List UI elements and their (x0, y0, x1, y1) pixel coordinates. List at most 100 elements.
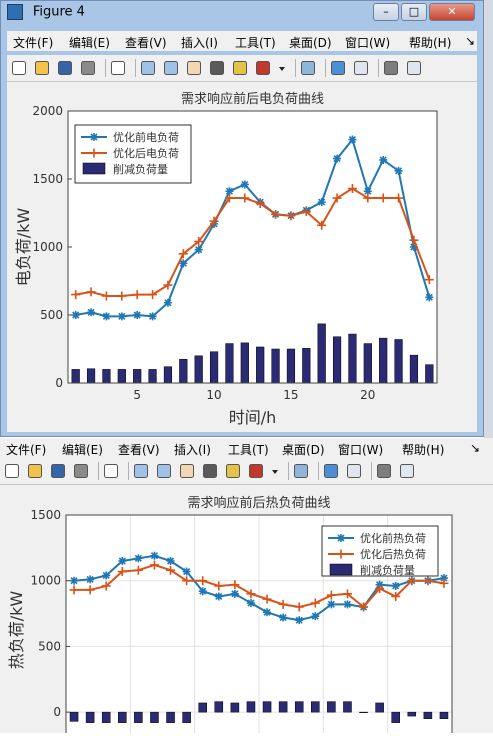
legend-icon[interactable] (353, 60, 369, 76)
bar-20 (363, 343, 372, 384)
menu-item-2[interactable]: 查看(V) (118, 443, 160, 457)
y-tick-label: 1500 (32, 172, 63, 186)
maximize-button[interactable]: □ (401, 3, 427, 21)
series-0-point-17 (317, 198, 326, 207)
dropdown-arrow-icon[interactable] (271, 463, 279, 479)
bar-3 (102, 369, 111, 384)
series-0-point-21 (391, 581, 400, 590)
bar-14 (271, 348, 280, 384)
open-folder-icon[interactable] (27, 463, 43, 479)
series-0-point-8 (179, 259, 188, 268)
zoom-in-icon[interactable] (133, 463, 149, 479)
toolbar-separator (371, 462, 372, 480)
menu-bar: 文件(F) 编辑(E) 查看(V) 插入(I) 工具(T) 桌面(D) 窗口(W) 帮助(H)… (7, 31, 477, 51)
pointer-icon[interactable] (110, 60, 126, 76)
series-1-point-14 (271, 209, 281, 219)
new-file-icon[interactable] (11, 60, 27, 76)
menu-item-1[interactable]: 编辑(E) (62, 443, 103, 457)
menu-item-3[interactable]: 插入(I) (174, 443, 211, 457)
x-tick-label: 20 (360, 388, 375, 402)
zoom-in-icon[interactable] (140, 60, 156, 76)
dropdown-arrow-icon[interactable] (278, 60, 286, 76)
menu-item-0[interactable]: 文件(F) (13, 36, 54, 50)
menu-item-0[interactable]: 文件(F) (6, 443, 47, 457)
legend-icon[interactable] (346, 463, 362, 479)
print-icon[interactable] (80, 60, 96, 76)
series-1-point-19 (347, 184, 357, 194)
legend-marker-0 (90, 133, 98, 141)
colorbar-icon[interactable] (323, 463, 339, 479)
bar-14 (278, 701, 288, 713)
brush-icon[interactable] (255, 60, 271, 76)
y-tick-label: 500 (40, 308, 63, 322)
menu-item-6[interactable]: 窗口(W) (345, 36, 391, 50)
menu-item-2[interactable]: 查看(V) (125, 36, 167, 50)
show-plot-tools-icon[interactable] (406, 60, 422, 76)
save-icon[interactable] (50, 463, 66, 479)
menu-item-3[interactable]: 插入(I) (181, 36, 218, 50)
minimize-button[interactable]: – (373, 3, 399, 21)
zoom-out-icon[interactable] (163, 60, 179, 76)
menu-item-5[interactable]: 桌面(D) (289, 36, 332, 50)
close-button[interactable]: ✕ (429, 3, 475, 21)
pointer-icon[interactable] (103, 463, 119, 479)
brush-icon[interactable] (248, 463, 264, 479)
series-0-point-8 (182, 567, 191, 576)
figure-window-top: Figure 4 – □ ✕ 文件(F) 编辑(E) 查看(V) 插入(I) 工具(T)… (0, 0, 484, 437)
series-1-point-9 (194, 237, 204, 247)
open-folder-icon[interactable] (34, 60, 50, 76)
legend-label-2: 削减负荷量 (113, 162, 168, 176)
toolbar-separator (318, 462, 319, 480)
show-plot-tools-icon[interactable] (399, 463, 415, 479)
pan-hand-icon[interactable] (186, 60, 202, 76)
menu-item-7[interactable]: 帮助(H) (409, 36, 452, 50)
save-icon[interactable] (57, 60, 73, 76)
menu-item-4[interactable]: 工具(T) (228, 443, 269, 457)
figure-toolbar-2 (0, 458, 493, 485)
series-1-point-23 (409, 235, 419, 245)
rotate-3d-icon[interactable] (209, 60, 225, 76)
pan-hand-icon[interactable] (179, 463, 195, 479)
menu-item-5[interactable]: 桌面(D) (282, 443, 325, 457)
window-title-bar[interactable]: Figure 4 (7, 4, 477, 24)
menu-item-7[interactable]: 帮助(H) (402, 443, 445, 457)
new-file-icon[interactable] (4, 463, 20, 479)
series-0-point-1 (70, 576, 79, 585)
menu-item-4[interactable]: 工具(T) (235, 36, 276, 50)
hide-plot-tools-icon[interactable] (383, 60, 399, 76)
colorbar-icon[interactable] (330, 60, 346, 76)
link-plot-icon[interactable] (300, 60, 316, 76)
hide-plot-tools-icon[interactable] (376, 463, 392, 479)
series-1-point-23 (423, 576, 433, 586)
bar-8 (182, 711, 191, 723)
series-1-point-18 (332, 193, 342, 203)
series-0-point-6 (150, 551, 159, 560)
series-1-point-9 (198, 576, 208, 586)
y-axis-label: 电负荷/kW (14, 208, 33, 287)
series-1-point-5 (133, 565, 143, 575)
menu-item-6[interactable]: 窗口(W) (338, 443, 384, 457)
bar-6 (148, 369, 157, 384)
bar-13 (262, 701, 272, 713)
data-cursor-icon[interactable] (225, 463, 241, 479)
series-0-point-15 (295, 616, 304, 625)
legend-label-1: 优化后热负荷 (360, 547, 426, 561)
rotate-3d-icon[interactable] (202, 463, 218, 479)
bar-22 (407, 711, 417, 717)
link-plot-icon[interactable] (293, 463, 309, 479)
bar-4 (117, 369, 126, 384)
menu-overflow-icon[interactable]: ↘ (465, 34, 476, 48)
menu-overflow-icon[interactable]: ↘ (470, 441, 481, 455)
series-1-point-8 (182, 576, 192, 586)
legend-label-2: 削减负荷量 (360, 563, 415, 577)
series-0-point-21 (379, 155, 388, 164)
menu-item-1[interactable]: 编辑(E) (69, 36, 110, 50)
desktop-background-strip (484, 0, 493, 438)
figure-window-bottom: 文件(F) 编辑(E) 查看(V) 插入(I) 工具(T) 桌面(D) 窗口(W) 帮助(H)… (0, 438, 493, 736)
data-cursor-icon[interactable] (232, 60, 248, 76)
zoom-out-icon[interactable] (156, 463, 172, 479)
series-0-point-11 (230, 589, 239, 598)
series-1-point-21 (391, 591, 401, 601)
print-icon[interactable] (73, 463, 89, 479)
